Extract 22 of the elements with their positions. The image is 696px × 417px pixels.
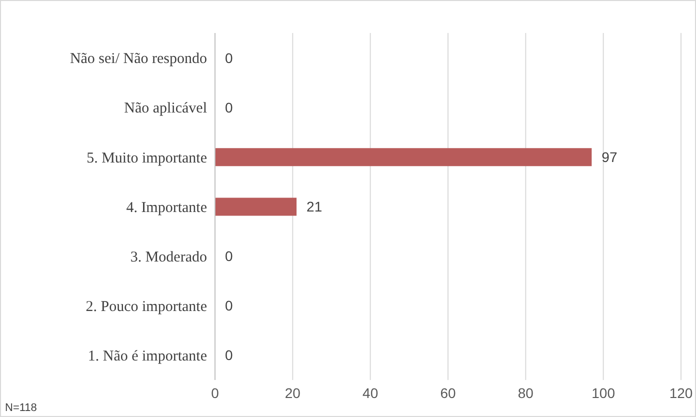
y-tick-label: 4. Importante: [126, 200, 208, 216]
y-tick-label: 3. Moderado: [130, 249, 207, 266]
data-label: 21: [306, 198, 322, 214]
x-tick-label: 120: [669, 384, 693, 401]
x-tick-label: 80: [518, 384, 534, 401]
data-label: 97: [602, 148, 618, 165]
y-tick-label: Não aplicável: [124, 100, 207, 117]
data-label: 0: [225, 248, 233, 264]
data-label: 0: [225, 99, 233, 116]
y-tick-label: 1. Não é importante: [88, 348, 208, 365]
data-label: 0: [225, 298, 233, 314]
x-tick-label: 40: [362, 384, 378, 401]
x-tick-label: 20: [284, 384, 301, 401]
y-tick-label: 5. Muito importante: [86, 150, 208, 166]
x-tick-label: 0: [211, 384, 220, 401]
text: N=118: [5, 402, 37, 414]
y-tick-label: 2. Pouco importante: [86, 298, 208, 315]
data-label: 0: [225, 50, 233, 66]
data-label: 0: [225, 347, 233, 364]
y-tick-label: Não sei/ Não respondo: [70, 51, 207, 68]
x-tick-label: 60: [440, 384, 456, 401]
x-tick-label: 100: [592, 384, 616, 401]
